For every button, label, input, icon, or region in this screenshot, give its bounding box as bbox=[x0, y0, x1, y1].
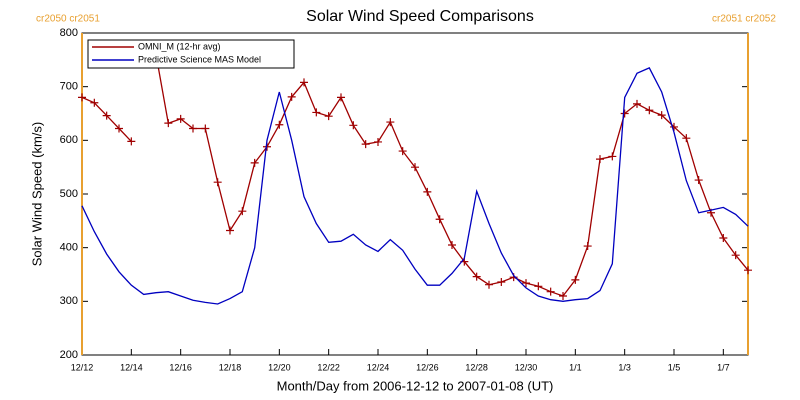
point-marker bbox=[312, 108, 321, 117]
point-marker bbox=[411, 163, 419, 172]
y-tick-label: 400 bbox=[60, 242, 78, 254]
point-marker bbox=[559, 291, 567, 300]
point-marker bbox=[238, 207, 247, 216]
point-marker bbox=[324, 112, 333, 121]
point-marker bbox=[164, 119, 173, 128]
point-marker bbox=[374, 137, 382, 146]
point-marker bbox=[534, 282, 543, 291]
x-tick-label: 12/16 bbox=[169, 362, 192, 372]
point-marker bbox=[744, 266, 752, 275]
point-marker bbox=[596, 155, 604, 164]
y-tick-label: 700 bbox=[60, 81, 78, 93]
x-tick-label: 12/12 bbox=[71, 362, 94, 372]
point-marker bbox=[608, 152, 617, 161]
point-marker bbox=[115, 124, 123, 133]
x-tick-label: 12/26 bbox=[416, 362, 439, 372]
point-marker bbox=[102, 111, 111, 120]
point-marker bbox=[497, 278, 506, 287]
y-tick-label: 500 bbox=[60, 188, 78, 200]
y-tick-label: 600 bbox=[60, 134, 78, 146]
point-marker bbox=[176, 114, 185, 123]
point-marker bbox=[300, 78, 308, 87]
point-marker bbox=[571, 275, 580, 284]
x-tick-label: 1/3 bbox=[618, 362, 631, 372]
annotation: cr2050 cr2051 bbox=[36, 14, 100, 25]
x-tick-label: 12/18 bbox=[219, 362, 242, 372]
x-tick-label: 1/1 bbox=[569, 362, 582, 372]
point-marker bbox=[201, 124, 210, 133]
point-marker bbox=[423, 187, 432, 196]
annotation: cr2051 cr2052 bbox=[712, 14, 776, 25]
point-marker bbox=[226, 226, 234, 235]
legend-label: Predictive Science MAS Model bbox=[138, 54, 261, 64]
point-marker bbox=[287, 92, 296, 101]
x-axis-label: Month/Day from 2006-12-12 to 2007-01-08 … bbox=[277, 378, 554, 393]
point-marker bbox=[250, 158, 259, 167]
point-marker bbox=[90, 98, 99, 107]
y-tick-label: 800 bbox=[60, 27, 78, 39]
point-marker bbox=[337, 93, 345, 102]
point-marker bbox=[275, 120, 284, 129]
y-axis-label: Solar Wind Speed (km/s) bbox=[29, 122, 44, 267]
point-marker bbox=[694, 176, 703, 185]
point-marker bbox=[361, 140, 370, 149]
point-marker bbox=[522, 279, 530, 288]
point-marker bbox=[670, 122, 678, 131]
point-marker bbox=[349, 121, 358, 130]
point-marker bbox=[189, 124, 197, 133]
point-marker bbox=[731, 251, 740, 260]
x-tick-label: 12/28 bbox=[465, 362, 488, 372]
point-marker bbox=[127, 137, 136, 146]
x-tick-label: 1/7 bbox=[717, 362, 730, 372]
point-marker bbox=[645, 106, 654, 115]
point-marker bbox=[472, 272, 481, 281]
x-tick-label: 12/24 bbox=[367, 362, 390, 372]
point-marker bbox=[435, 215, 444, 224]
point-marker bbox=[682, 134, 691, 143]
point-marker bbox=[398, 147, 407, 156]
point-marker bbox=[485, 280, 493, 289]
series-line bbox=[81, 67, 749, 305]
legend-box bbox=[87, 39, 295, 69]
y-tick-label: 300 bbox=[60, 295, 78, 307]
point-marker bbox=[386, 118, 395, 127]
point-marker bbox=[213, 178, 222, 187]
x-tick-label: 12/30 bbox=[515, 362, 538, 372]
y-tick-label: 200 bbox=[60, 349, 78, 361]
point-marker bbox=[583, 242, 592, 251]
point-marker bbox=[719, 234, 728, 243]
x-tick-label: 12/22 bbox=[317, 362, 340, 372]
point-marker bbox=[657, 111, 666, 120]
legend-label: OMNI_M (12-hr avg) bbox=[138, 41, 221, 51]
point-marker bbox=[546, 287, 555, 296]
point-marker bbox=[448, 240, 456, 249]
point-marker bbox=[78, 93, 86, 102]
chart-title: Solar Wind Speed Comparisons bbox=[306, 8, 534, 25]
point-marker bbox=[620, 109, 629, 118]
x-tick-label: 1/5 bbox=[668, 362, 681, 372]
x-tick-label: 12/20 bbox=[268, 362, 291, 372]
point-marker bbox=[633, 99, 641, 108]
x-tick-label: 12/14 bbox=[120, 362, 143, 372]
